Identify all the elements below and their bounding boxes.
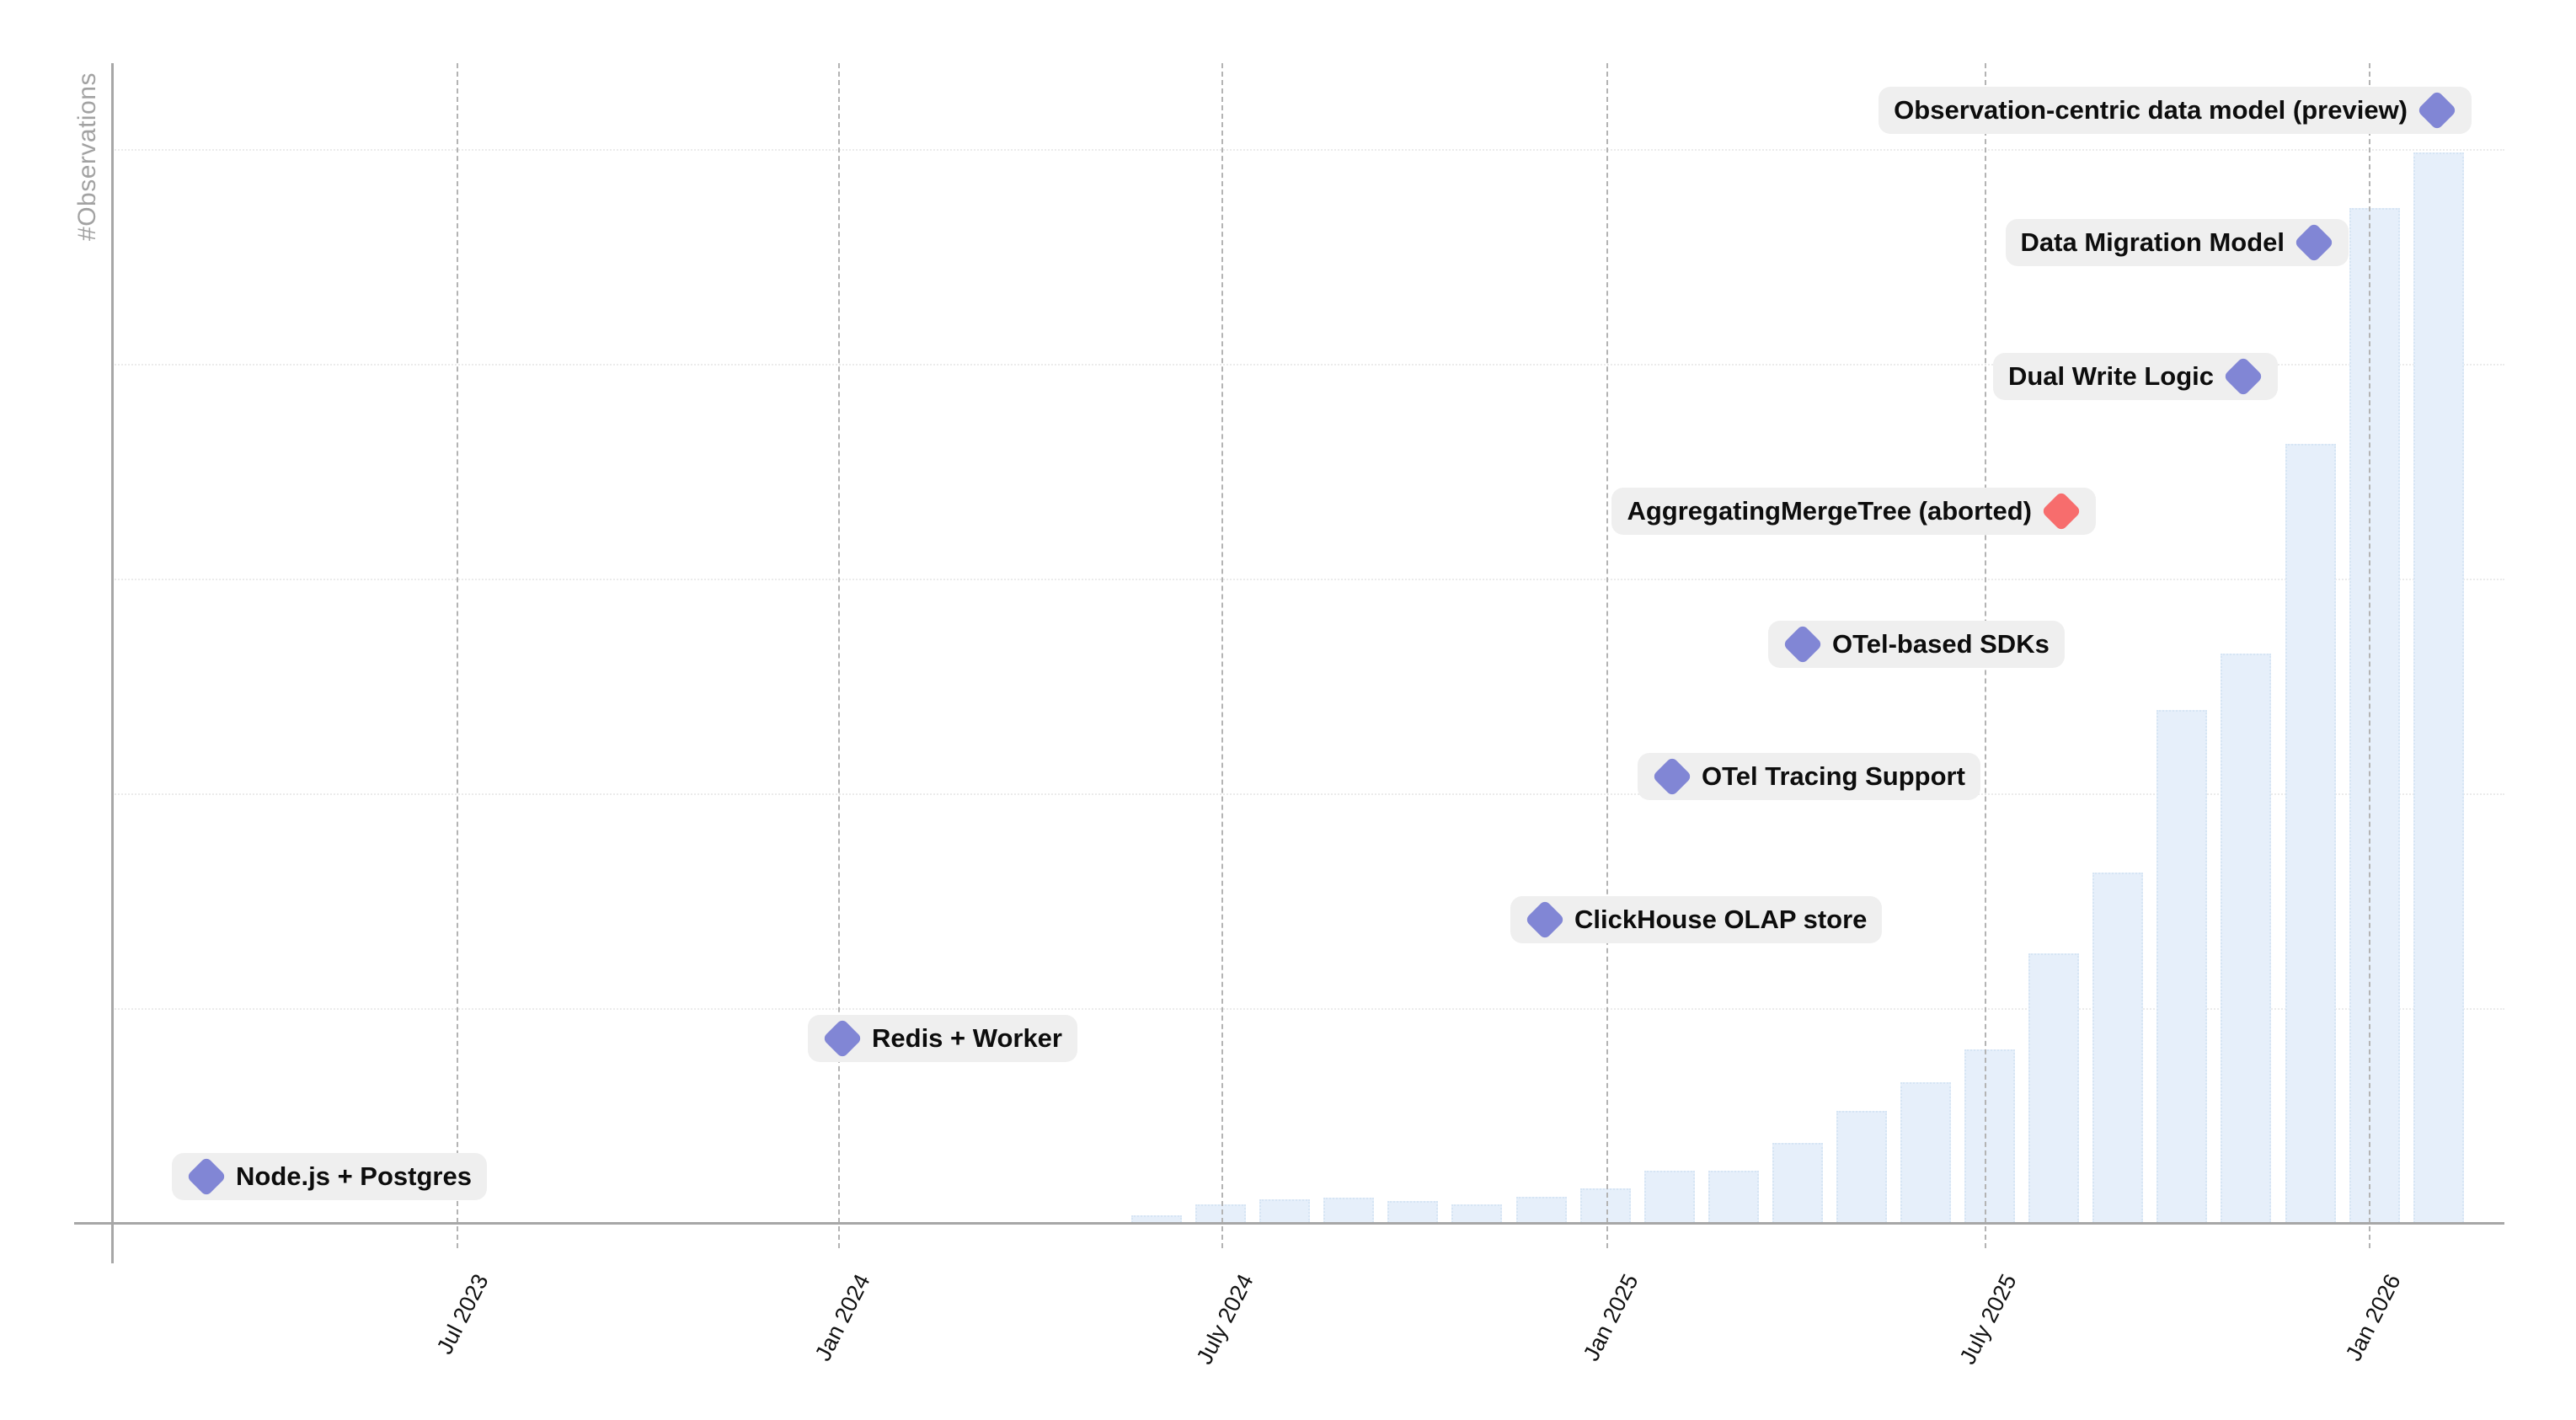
vertical-gridline <box>1221 63 1223 1248</box>
aborted-diamond-icon <box>2040 490 2082 532</box>
diamond-shape <box>2222 355 2264 398</box>
horizontal-gridline <box>112 1008 2504 1010</box>
milestone-diamond-icon <box>1782 623 1824 665</box>
bar-mar-2025 <box>1708 1171 1759 1223</box>
y-axis-title: #Observations <box>73 72 101 241</box>
milestone-dual-write-logic: Dual Write Logic <box>1992 353 2278 400</box>
milestone-otel-based-sdks: OTel-based SDKs <box>1768 621 2065 668</box>
milestone-observation-centric-data-model-preview: Observation-centric data model (preview) <box>1879 87 2472 134</box>
diamond-shape <box>821 1017 863 1060</box>
vertical-gridline <box>2369 63 2370 1248</box>
bar-feb-2026 <box>2413 152 2464 1223</box>
milestone-label: OTel Tracing Support <box>1702 761 1965 791</box>
milestone-diamond-icon <box>2416 89 2458 131</box>
x-tick-label: Jan 2026 <box>2340 1270 2406 1365</box>
bar-jan-2025 <box>1580 1188 1631 1223</box>
x-tick-label: July 2025 <box>1954 1270 2022 1369</box>
bar-apr-2025 <box>1772 1143 1823 1223</box>
horizontal-gridline <box>112 364 2504 366</box>
bar-sep-2024 <box>1323 1198 1374 1223</box>
milestone-label: ClickHouse OLAP store <box>1574 905 1868 934</box>
x-axis-line <box>74 1222 2504 1225</box>
diamond-shape <box>2293 222 2335 264</box>
milestone-diamond-icon <box>2293 222 2335 264</box>
diamond-shape <box>2416 89 2458 131</box>
bar-jun-2024 <box>1131 1215 1182 1223</box>
milestone-aggregatingmergetree-aborted: AggregatingMergeTree (aborted) <box>1611 488 2096 535</box>
bar-nov-2024 <box>1451 1204 1502 1223</box>
milestone-label: Dual Write Logic <box>2007 361 2214 391</box>
vertical-gridline <box>457 63 458 1248</box>
y-axis-line <box>111 63 114 1263</box>
diamond-shape <box>1782 623 1824 665</box>
milestone-label: Redis + Worker <box>872 1023 1062 1053</box>
vertical-gridline <box>1606 63 1608 1248</box>
milestone-label: Observation-centric data model (preview) <box>1894 95 2408 125</box>
milestone-diamond-icon <box>185 1156 227 1198</box>
milestone-clickhouse-olap-store: ClickHouse OLAP store <box>1510 896 1883 943</box>
bar-oct-2025 <box>2156 710 2207 1223</box>
bar-sep-2025 <box>2092 873 2143 1223</box>
x-tick-label: Jan 2025 <box>1578 1270 1643 1365</box>
milestone-data-migration-model: Data Migration Model <box>2005 219 2349 266</box>
bar-nov-2025 <box>2221 654 2271 1223</box>
bar-dec-2025 <box>2285 444 2336 1223</box>
milestone-otel-tracing-support: OTel Tracing Support <box>1638 753 1980 800</box>
x-tick-label: Jan 2024 <box>810 1270 875 1365</box>
milestone-label: AggregatingMergeTree (aborted) <box>1627 496 2032 526</box>
bar-jun-2025 <box>1900 1082 1951 1223</box>
milestone-diamond-icon <box>1651 755 1693 798</box>
horizontal-gridline <box>112 793 2504 795</box>
milestone-diamond-icon <box>821 1017 863 1060</box>
milestone-label: OTel-based SDKs <box>1832 629 2050 659</box>
bar-jul-2025 <box>1964 1049 2015 1223</box>
diamond-shape <box>185 1156 227 1198</box>
bar-feb-2025 <box>1644 1171 1695 1223</box>
horizontal-gridline <box>112 579 2504 580</box>
milestone-diamond-icon <box>2222 355 2264 398</box>
x-tick-label: July 2024 <box>1191 1270 1259 1369</box>
horizontal-gridline <box>112 149 2504 151</box>
bar-jul-2024 <box>1195 1204 1246 1223</box>
milestone-diamond-icon <box>1524 899 1566 941</box>
diamond-shape <box>2040 490 2082 532</box>
milestone-label: Data Migration Model <box>2020 227 2285 257</box>
x-tick-label: Jul 2023 <box>431 1270 494 1359</box>
bar-aug-2025 <box>2028 953 2079 1223</box>
bar-dec-2024 <box>1516 1197 1567 1223</box>
diamond-shape <box>1651 755 1693 798</box>
bar-jan-2026 <box>2349 208 2400 1223</box>
milestone-redis-worker: Redis + Worker <box>808 1015 1077 1062</box>
bar-aug-2024 <box>1259 1199 1310 1223</box>
milestone-label: Node.js + Postgres <box>236 1161 472 1191</box>
vertical-gridline <box>838 63 840 1248</box>
bar-oct-2024 <box>1387 1201 1438 1223</box>
diamond-shape <box>1524 899 1566 941</box>
bar-may-2025 <box>1836 1111 1887 1223</box>
milestone-node-js-postgres: Node.js + Postgres <box>172 1153 487 1200</box>
